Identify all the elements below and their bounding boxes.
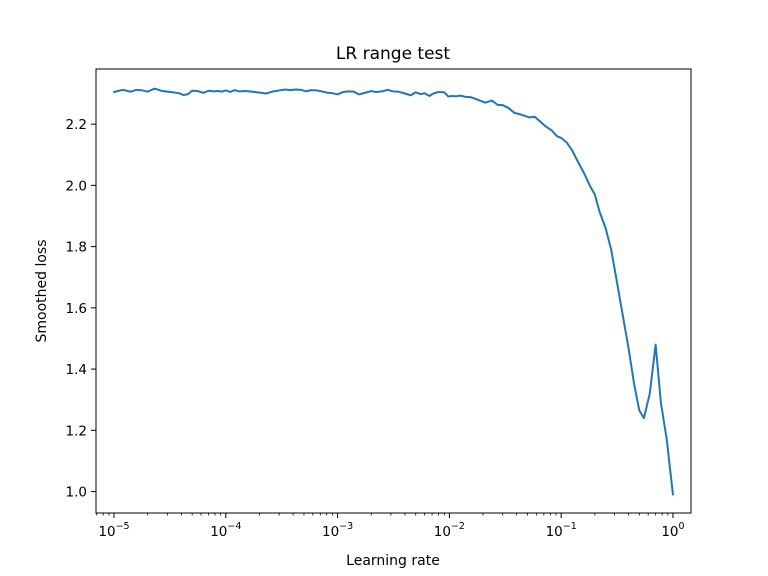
y-axis-label: Smoothed loss: [34, 239, 50, 342]
y-tick-label: 1.0: [66, 485, 87, 501]
y-tick-label: 2.2: [66, 117, 87, 133]
y-tick-label: 1.8: [66, 240, 87, 256]
x-axis-ticks: 10−5 10−4 10−3 10−2 10−1 100: [96, 513, 685, 540]
y-axis-ticks: 1.0 1.2 1.4 1.6 1.8 2.0 2.2: [66, 117, 96, 501]
x-tick-label: 10−4: [210, 521, 241, 540]
y-tick-label: 1.4: [66, 362, 87, 378]
chart-title: LR range test: [336, 44, 451, 64]
y-tick-label: 2.0: [66, 178, 87, 194]
plot-area-frame: [95, 68, 692, 514]
x-tick-label: 10−2: [434, 521, 465, 540]
x-axis-label: Learning rate: [346, 553, 440, 569]
x-tick-label: 100: [661, 521, 684, 540]
x-tick-label: 10−3: [322, 521, 353, 540]
y-tick-label: 1.2: [66, 423, 87, 439]
x-tick-label: 10−1: [546, 521, 577, 540]
series-line-smoothed-loss: [113, 87, 674, 496]
x-tick-label: 10−5: [98, 521, 129, 540]
y-tick-label: 1.6: [66, 301, 87, 317]
